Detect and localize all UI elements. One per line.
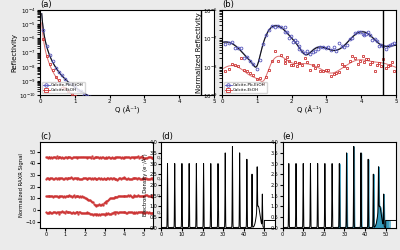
Text: Qₗ= 0.48 (+0): Qₗ= 0.48 (+0) bbox=[157, 210, 184, 214]
Y-axis label: Normalized Reflectivity: Normalized Reflectivity bbox=[196, 12, 202, 93]
Text: Qₗ= 2.27 (+80): Qₗ= 2.27 (+80) bbox=[157, 156, 187, 160]
Text: Qₗ= 1.87 (+30): Qₗ= 1.87 (+30) bbox=[157, 176, 187, 180]
Y-axis label: Normalized RAXR Signal: Normalized RAXR Signal bbox=[19, 153, 24, 217]
Y-axis label: Electron Density (e⁻/Å³): Electron Density (e⁻/Å³) bbox=[142, 154, 148, 216]
Text: Qₗ= 0.79 (+8): Qₗ= 0.79 (+8) bbox=[157, 194, 184, 198]
Text: (e): (e) bbox=[283, 132, 294, 141]
Text: (b): (b) bbox=[222, 0, 234, 9]
X-axis label: Q (Å⁻¹): Q (Å⁻¹) bbox=[297, 106, 321, 114]
Text: (c): (c) bbox=[40, 132, 51, 141]
X-axis label: Q (Å⁻¹): Q (Å⁻¹) bbox=[115, 106, 139, 114]
Legend: Calcite-Pb-EtOH, Calcite-EtOH: Calcite-Pb-EtOH, Calcite-EtOH bbox=[42, 82, 85, 93]
Y-axis label: Reflectivity: Reflectivity bbox=[12, 33, 18, 72]
Text: (a): (a) bbox=[40, 0, 52, 9]
Legend: Calcite-Pb-EtOH, Calcite-EtOH: Calcite-Pb-EtOH, Calcite-EtOH bbox=[224, 82, 267, 93]
Text: (d): (d) bbox=[161, 132, 173, 141]
